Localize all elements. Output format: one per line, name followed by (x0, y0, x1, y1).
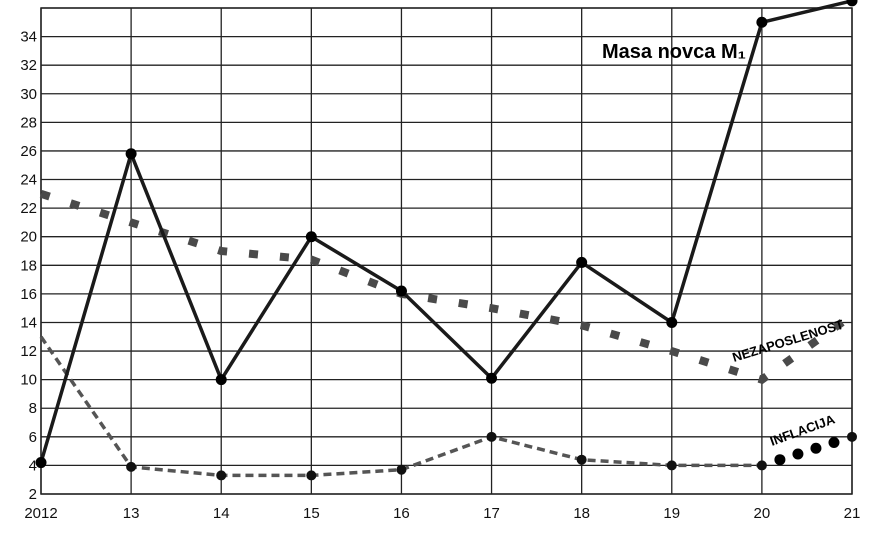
series-label-inflacija: INFLACIJA (768, 411, 837, 449)
series-point-inflacija (847, 431, 857, 442)
x-tick-label: 20 (754, 505, 771, 522)
x-tick-label: 15 (303, 505, 320, 522)
series-point-inflacija (396, 464, 407, 475)
x-tick-label: 14 (213, 505, 230, 522)
y-tick-label: 12 (20, 343, 37, 360)
series-point-masa-novca (756, 16, 768, 28)
y-tick-label: 24 (20, 172, 37, 189)
x-tick-label: 17 (483, 505, 500, 522)
y-tick-label: 2 (29, 486, 37, 503)
series-dot-inflacija (828, 437, 840, 449)
y-tick-label: 4 (29, 457, 37, 474)
y-tick-label: 18 (20, 257, 37, 274)
y-tick-label: 28 (20, 114, 37, 131)
series-point-masa-novca (215, 374, 227, 386)
y-tick-label: 34 (20, 29, 37, 46)
y-tick-label: 6 (29, 429, 37, 446)
y-tick-label: 14 (20, 314, 37, 331)
grid (40, 7, 853, 495)
x-tick-label: 16 (393, 505, 410, 522)
series-line-masa-novca (39, 0, 853, 464)
series-point-inflacija (306, 470, 317, 481)
y-tick-label: 20 (20, 229, 37, 246)
y-tick-label: 22 (20, 200, 37, 217)
series-point-masa-novca (35, 457, 47, 469)
y-tick-label: 16 (20, 286, 37, 303)
series-point-inflacija (576, 454, 587, 465)
series-point-inflacija (756, 460, 767, 471)
y-tick-label: 10 (20, 372, 37, 389)
series-labels: Masa novca M₁ NEZAPOSLENOST INFLACIJA (602, 41, 845, 449)
x-tick-label: 2012 (24, 505, 57, 522)
series-point-masa-novca (395, 285, 407, 297)
series-inflacija (39, 335, 857, 481)
x-tick-label: 13 (123, 505, 140, 522)
series-dot-inflacija (810, 442, 822, 454)
series-label-masa-novca: Masa novca M₁ (602, 41, 746, 63)
series-point-inflacija (486, 431, 497, 442)
series-point-masa-novca (846, 0, 858, 7)
x-axis-ticks: 2012 13 14 15 16 17 18 19 20 21 (24, 505, 860, 522)
x-tick-label: 21 (844, 505, 861, 522)
series-dot-inflacija (792, 448, 804, 460)
x-tick-label: 19 (663, 505, 680, 522)
y-tick-label: 8 (29, 400, 37, 417)
series-dot-inflacija (774, 454, 786, 466)
y-tick-label: 30 (20, 86, 37, 103)
series-point-inflacija (126, 461, 137, 472)
series-layer (35, 0, 858, 481)
series-point-inflacija (666, 460, 677, 471)
series-point-masa-novca (125, 148, 137, 160)
x-tick-label: 18 (573, 505, 590, 522)
series-point-masa-novca (666, 316, 678, 328)
series-point-masa-novca (486, 372, 498, 384)
y-tick-label: 26 (20, 143, 37, 160)
series-point-masa-novca (576, 256, 588, 268)
y-tick-label: 32 (20, 57, 37, 74)
series-masa-novca (35, 0, 858, 469)
plot-frame (40, 7, 853, 495)
series-point-masa-novca (305, 231, 317, 243)
series-point-inflacija (216, 470, 227, 481)
